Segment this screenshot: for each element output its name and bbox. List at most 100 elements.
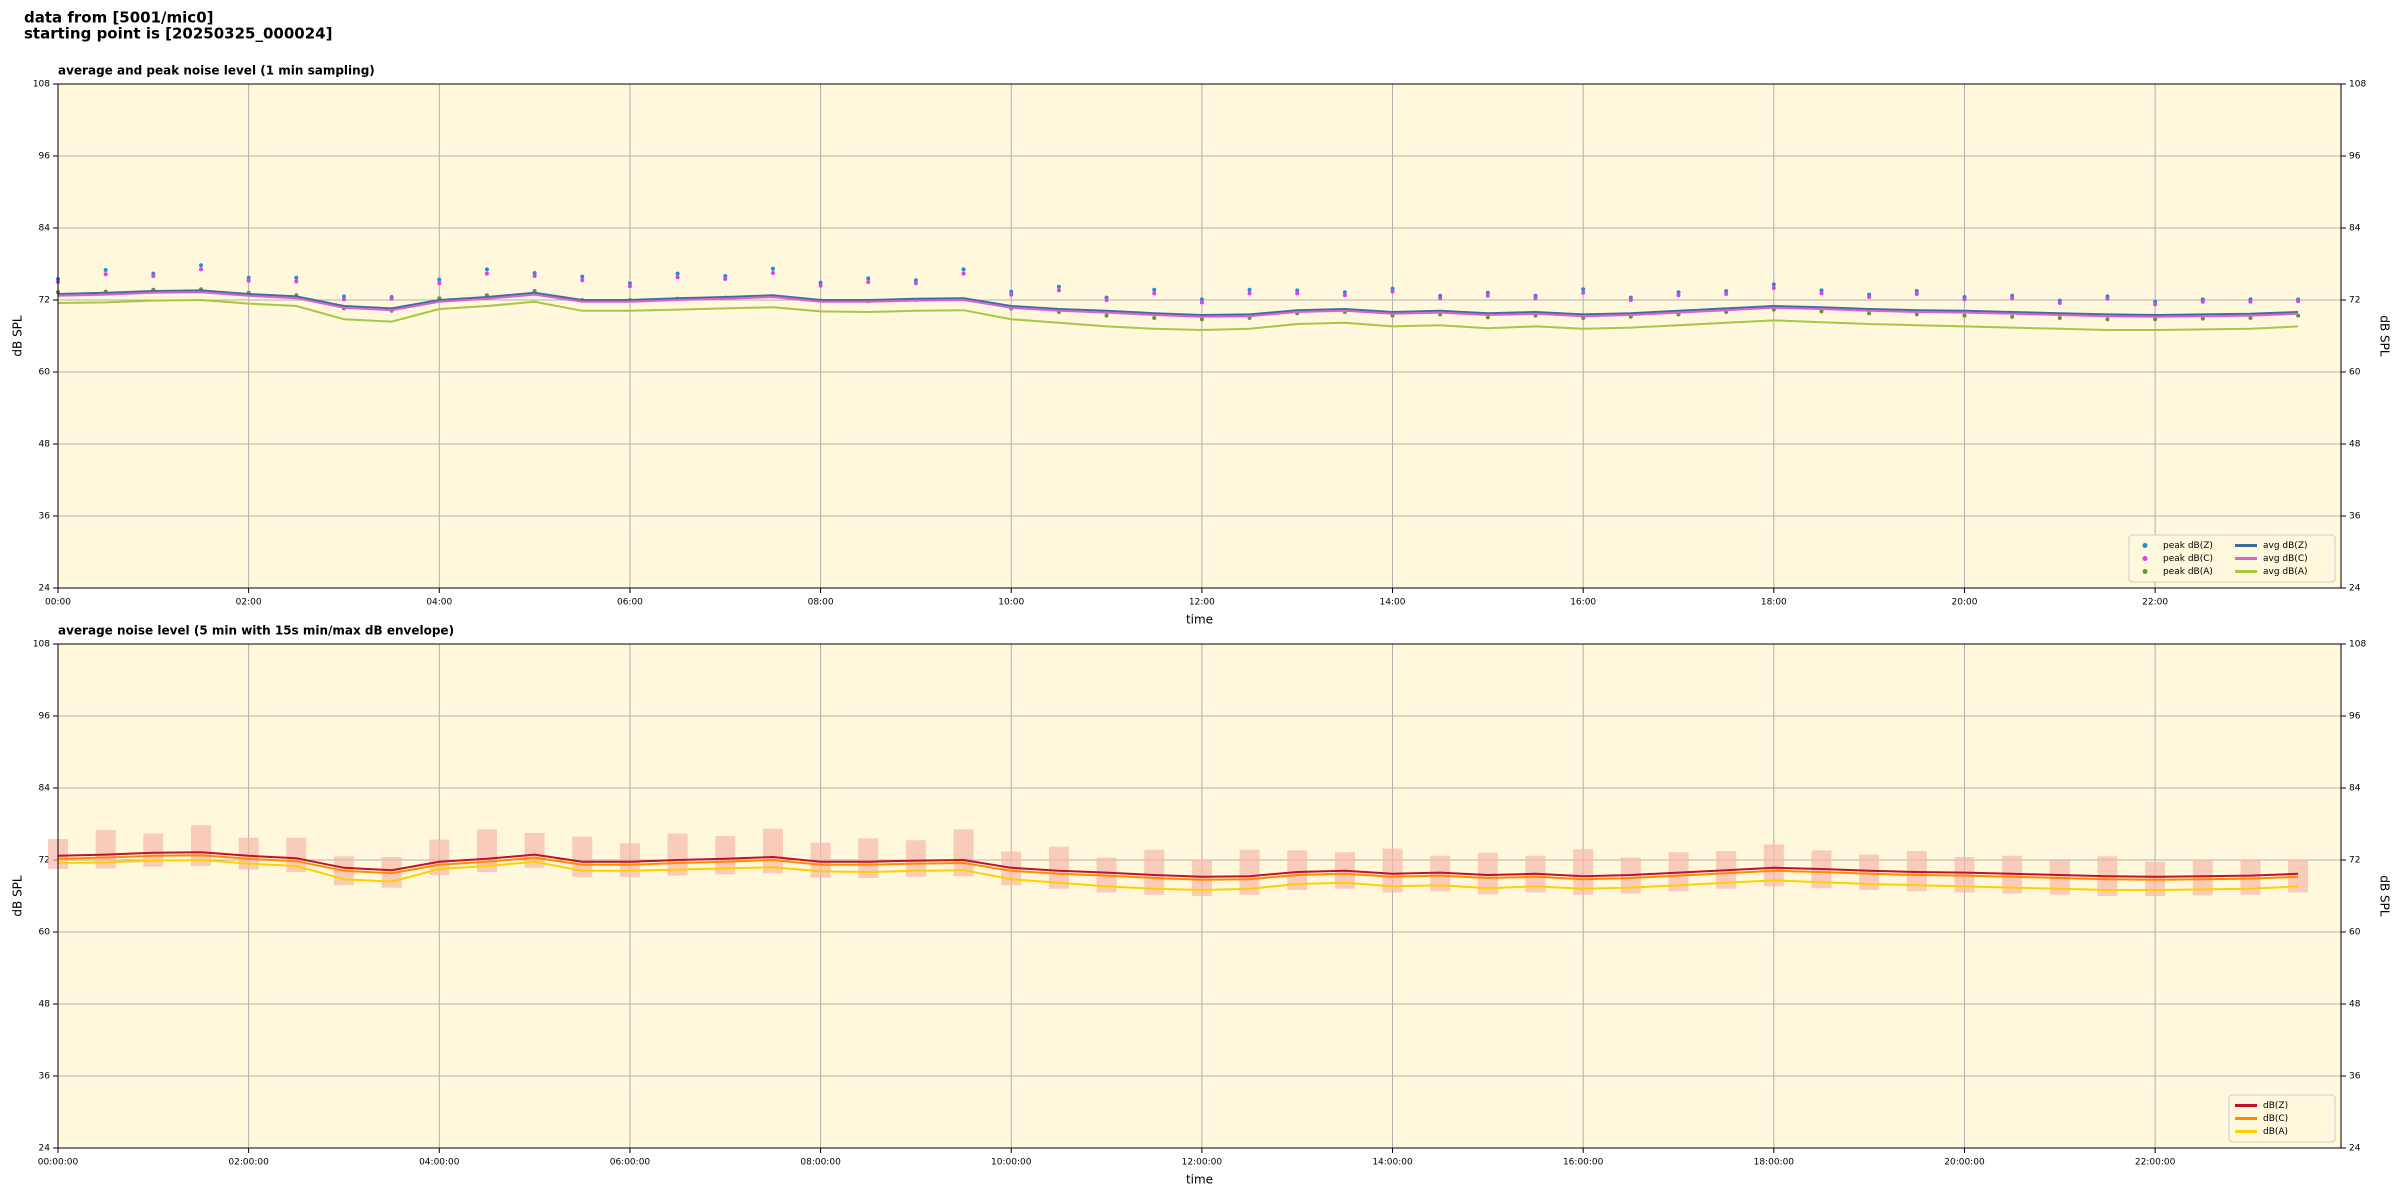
- peak-point: [627, 281, 632, 286]
- x-tick-label: 12:00: [1189, 598, 1215, 608]
- peak-point: [2105, 317, 2110, 322]
- x-tick-label: 14:00: [1380, 598, 1406, 608]
- series-line: [57, 854, 2299, 881]
- peak-point: [913, 281, 918, 286]
- x-axis-label: time: [1186, 1173, 1213, 1187]
- peak-point: [1819, 309, 1824, 314]
- x-tick-label: 00:00: [45, 598, 71, 608]
- peak-point: [2010, 314, 2015, 319]
- peak-point: [1485, 293, 1490, 298]
- peak-point: [1247, 287, 1252, 292]
- peak-point: [1152, 316, 1157, 320]
- peak-point: [294, 279, 299, 284]
- y-tick-label: 60: [39, 928, 51, 938]
- peak-point: [1295, 291, 1300, 296]
- x-tick-label: 10:00:00: [991, 1158, 1032, 1168]
- peak-point: [1485, 315, 1490, 320]
- legend-label: avg dB(Z): [2263, 541, 2308, 551]
- y-tick-label-right: 24: [2349, 1144, 2361, 1154]
- peak-point: [1199, 297, 1204, 302]
- peak-point: [1962, 297, 1967, 302]
- series-line: [57, 289, 2299, 317]
- peak-point: [1771, 286, 1776, 290]
- peak-point: [2057, 301, 2062, 305]
- peak-point: [961, 267, 966, 272]
- y-tick-label-right: 36: [2349, 512, 2361, 522]
- peak-point: [2248, 299, 2253, 304]
- peak-point: [1438, 296, 1443, 301]
- peak-point: [675, 271, 680, 276]
- peak-point: [866, 276, 871, 281]
- peak-point: [1581, 287, 1586, 292]
- peak-point: [151, 274, 156, 278]
- peak-point: [532, 274, 537, 278]
- legend-marker: [2142, 556, 2148, 561]
- x-tick-label: 18:00: [1761, 598, 1787, 608]
- legend-label: peak dB(C): [2163, 554, 2213, 564]
- peak-point: [1104, 298, 1109, 302]
- peak-point: [675, 275, 680, 280]
- x-tick-label: 16:00: [1570, 598, 1596, 608]
- peak-point: [1152, 291, 1157, 296]
- peak-point: [961, 271, 966, 276]
- y-tick-label: 84: [39, 224, 51, 234]
- peak-point: [1914, 289, 1919, 293]
- x-tick-label: 20:00:00: [1944, 1158, 1985, 1168]
- x-tick-label: 20:00: [1952, 598, 1978, 608]
- x-tick-label: 02:00: [236, 598, 262, 608]
- header-line: starting point is [20250325_000024]: [24, 25, 332, 43]
- y-tick-label: 48: [39, 1000, 51, 1010]
- series-line: [57, 858, 2299, 892]
- peak-point: [913, 278, 918, 283]
- x-tick-label: 16:00:00: [1563, 1158, 1604, 1168]
- peak-point: [1819, 291, 1824, 296]
- y-tick-label-right: 72: [2349, 856, 2360, 866]
- peak-point: [1342, 290, 1347, 295]
- peak-point: [1914, 312, 1919, 317]
- x-tick-label: 04:00:00: [419, 1158, 460, 1168]
- y-tick-label: 36: [39, 512, 51, 522]
- x-tick-label: 02:00:00: [228, 1158, 269, 1168]
- peak-point: [341, 297, 346, 302]
- peak-point: [723, 274, 728, 278]
- peak-point: [1485, 290, 1490, 295]
- peak-point: [1819, 288, 1824, 293]
- y-tick-label: 108: [33, 80, 50, 90]
- peak-point: [103, 268, 108, 272]
- peak-point: [580, 278, 585, 283]
- peak-point: [1199, 300, 1204, 305]
- peak-point: [2153, 302, 2158, 307]
- legend-label: dB(A): [2263, 1127, 2288, 1137]
- y-tick-label-right: 48: [2349, 440, 2361, 450]
- legend-label: peak dB(A): [2163, 567, 2213, 577]
- peak-point: [341, 294, 346, 299]
- legend-box: [2128, 534, 2336, 583]
- peak-point: [1867, 311, 1872, 316]
- x-tick-label: 12:00:00: [1182, 1158, 1223, 1168]
- y-axis-label-right: dB SPL: [2378, 875, 2392, 917]
- legend-marker: [2142, 543, 2148, 548]
- peak-point: [1056, 284, 1061, 289]
- peak-point: [818, 283, 823, 288]
- y-tick-label-right: 84: [2349, 224, 2361, 234]
- peak-point: [627, 284, 632, 289]
- plot-background: [58, 84, 2341, 588]
- y-tick-label: 24: [39, 584, 51, 594]
- peak-point: [1962, 313, 1967, 318]
- x-tick-label: 08:00: [808, 598, 834, 608]
- plot-frame: [57, 643, 2342, 1149]
- y-tick-label-right: 60: [2349, 928, 2361, 938]
- peak-point: [103, 272, 108, 277]
- peak-point: [1295, 288, 1300, 293]
- x-tick-label: 08:00:00: [800, 1158, 841, 1168]
- y-tick-label-right: 48: [2349, 1000, 2361, 1010]
- y-axis-label-right: dB SPL: [2378, 315, 2392, 357]
- y-tick-label: 60: [39, 368, 51, 378]
- y-tick-label: 36: [39, 1072, 51, 1082]
- y-tick-label-right: 60: [2349, 368, 2361, 378]
- y-tick-label-right: 108: [2349, 640, 2366, 650]
- x-tick-label: 22:00:00: [2135, 1158, 2176, 1168]
- peak-point: [1676, 290, 1681, 295]
